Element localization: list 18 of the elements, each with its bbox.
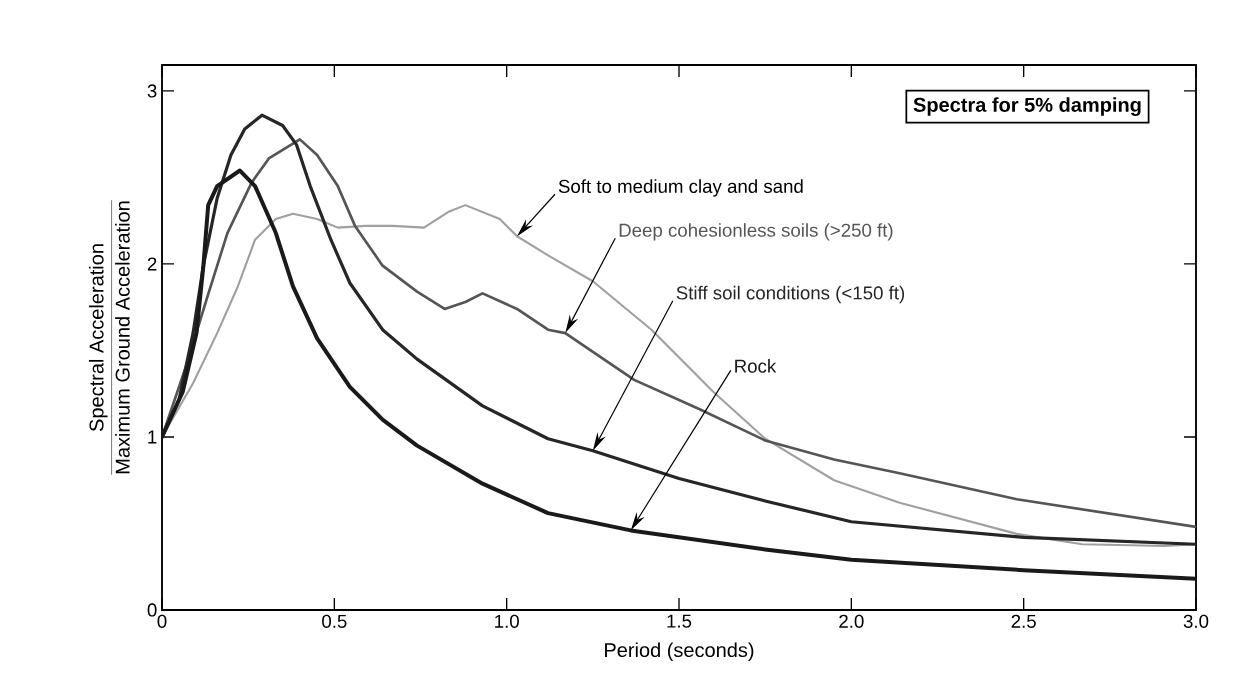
y-tick-label: 1: [148, 430, 157, 444]
x-tick-label: 2.5: [1011, 614, 1036, 628]
x-axis-title: Period (seconds): [605, 642, 754, 662]
x-tick-label: 3.0: [1183, 614, 1209, 628]
x-tick-label: 1.0: [495, 614, 519, 628]
y-tick-label: 2: [147, 257, 157, 271]
x-tick-label: 0: [157, 614, 167, 628]
text: Deep cohesionless soils (>250 ft): [619, 223, 893, 241]
text: Soft to medium clay and sand: [558, 179, 803, 197]
x-tick-label: 1.5: [667, 614, 692, 628]
y-axis-title: $\frac{\mbox{Spectral Acceleration}}{\mbox{Maximum Ground Acceleration}}$: [88, 200, 130, 475]
y-tick-label: 3: [147, 84, 157, 98]
x-tick-label: 2.0: [839, 614, 864, 628]
x-tick-label: 0.5: [322, 614, 347, 628]
y-tick-label: 0: [147, 603, 157, 617]
text: Spectra for 5% damping: [913, 97, 1141, 116]
text: Rock: [735, 359, 777, 373]
text: Stiff soil conditions (<150 ft): [676, 285, 905, 304]
